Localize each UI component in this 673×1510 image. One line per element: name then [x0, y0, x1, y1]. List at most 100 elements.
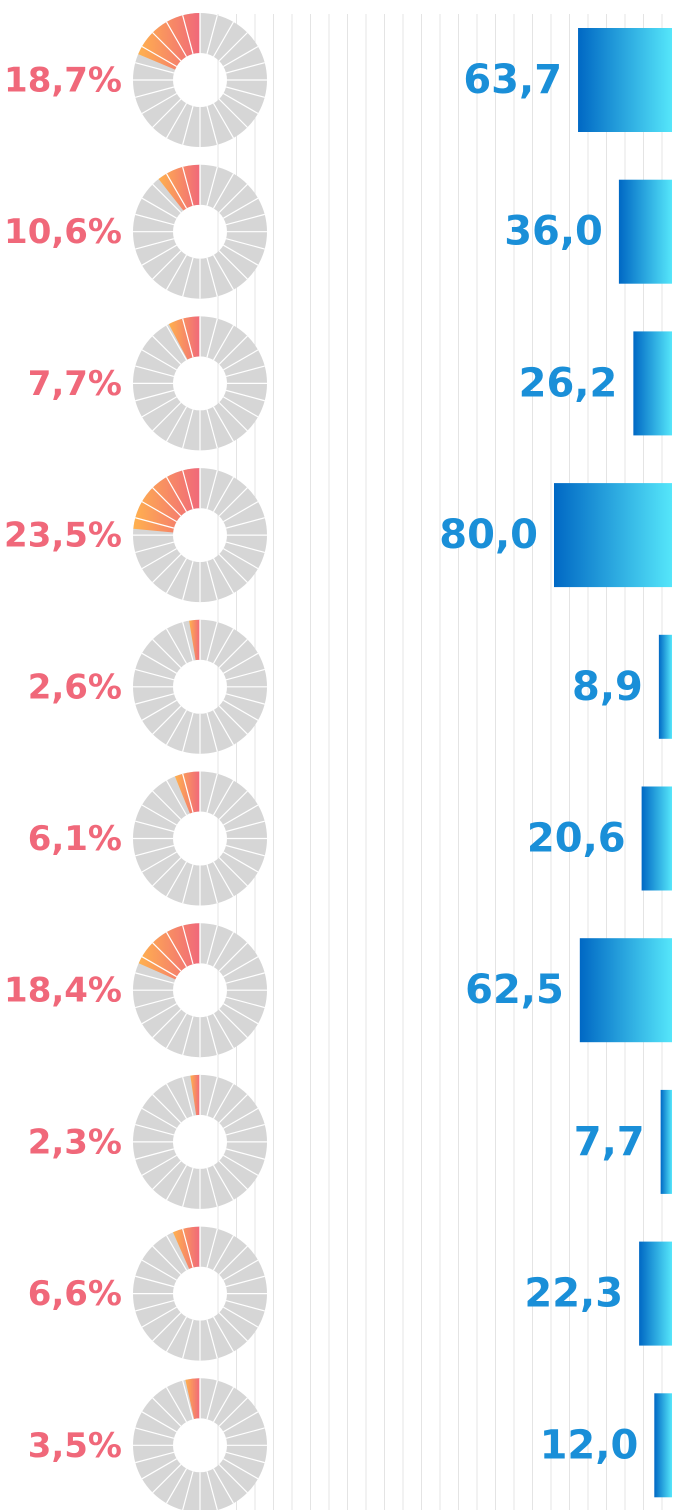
donut-divider [225, 668, 265, 681]
donut-segment [226, 972, 267, 991]
donut-divider [141, 1458, 177, 1480]
percent-label: 2,6% [28, 667, 122, 707]
donut-divider [152, 790, 182, 820]
donut-divider [206, 621, 218, 661]
donut-divider [223, 45, 259, 68]
donut-divider [182, 1016, 194, 1056]
donut-segment [135, 390, 177, 417]
donut-divider [212, 1386, 235, 1423]
donut-divider [223, 197, 259, 219]
donut-divider [152, 942, 182, 972]
donut-divider [152, 335, 182, 365]
value-label: 26,2 [519, 360, 618, 406]
donut-segment [135, 1260, 177, 1287]
donut-segment [200, 164, 218, 206]
donut-divider [206, 470, 218, 510]
donut-divider [218, 1463, 248, 1494]
donut-segment [226, 1124, 267, 1142]
donut-divider [135, 996, 175, 1009]
donut-divider [223, 1306, 259, 1328]
value-label: 63,7 [463, 57, 562, 103]
donut-divider [223, 244, 259, 266]
donut-segment [135, 238, 177, 266]
donut-segment [133, 62, 174, 80]
donut-divider [165, 1468, 188, 1504]
donut-segment [219, 1094, 259, 1129]
donut-segment [206, 470, 234, 512]
value-label: 80,0 [439, 512, 538, 558]
donut-segment [219, 1397, 259, 1432]
donut-divider [165, 1013, 188, 1049]
donut-divider [206, 409, 218, 449]
donut-divider [225, 86, 265, 98]
donut-divider [135, 1427, 175, 1439]
donut-divider [206, 1167, 218, 1207]
percent-label: 7,7% [28, 364, 122, 404]
donut-segment [141, 700, 181, 735]
donut-divider [135, 86, 175, 98]
donut-divider [135, 517, 175, 529]
donut-segment [166, 710, 194, 752]
donut-divider [218, 638, 248, 669]
donut-divider [152, 1094, 182, 1124]
donut-segment [223, 805, 265, 832]
donut-divider [212, 558, 235, 594]
donut-divider [135, 1451, 175, 1464]
donut-segment [133, 231, 174, 250]
donut-segment [219, 184, 259, 219]
donut-divider [141, 501, 177, 523]
donut-divider [218, 1008, 248, 1039]
donut-divider [206, 15, 218, 55]
donut-segment [213, 857, 248, 897]
donut-divider [206, 1077, 218, 1116]
donut-segment [135, 1148, 177, 1176]
donut-divider [225, 820, 265, 833]
donut-segment [133, 1141, 174, 1160]
donut-segment [135, 653, 177, 680]
donut-segment [200, 409, 218, 451]
donut-divider [165, 173, 188, 209]
donut-divider [152, 183, 182, 214]
donut-segment [133, 972, 174, 991]
donut-segment [223, 956, 265, 984]
donut-segment [206, 773, 234, 816]
donut-divider [212, 1164, 235, 1201]
donut-segment [133, 535, 174, 553]
donut-segment [226, 1445, 267, 1463]
donut-segment [206, 318, 234, 361]
donut-segment [219, 1155, 259, 1190]
donut-segment [166, 861, 194, 904]
donut-divider [182, 561, 194, 600]
donut-segment [182, 1319, 200, 1361]
donut-segment [213, 21, 248, 61]
donut-divider [182, 105, 194, 145]
donut-segment [200, 561, 218, 603]
donut-segment [135, 845, 177, 872]
donut-segment [135, 198, 177, 225]
donut-segment [200, 923, 218, 965]
donut-divider [223, 1259, 259, 1281]
donut-divider [206, 257, 218, 297]
donut-divider [152, 553, 182, 583]
donut-divider [225, 1451, 265, 1464]
donut-divider [165, 21, 188, 57]
donut-segment [219, 396, 259, 431]
donut-divider [135, 693, 175, 705]
donut-segment [141, 1003, 181, 1038]
donut-segment [166, 622, 194, 664]
donut-segment [219, 487, 259, 522]
donut-segment [141, 1458, 181, 1493]
donut-segment [200, 1167, 218, 1209]
donut-segment [213, 1083, 248, 1123]
donut-divider [206, 166, 218, 206]
donut-segment [206, 558, 234, 600]
donut-divider [165, 931, 188, 968]
donut-segment [213, 99, 248, 139]
bar [618, 179, 672, 284]
donut-segment [182, 864, 200, 906]
donut-fill [158, 164, 200, 211]
donut-divider [218, 1160, 248, 1190]
donut-divider [212, 931, 235, 968]
donut-segment [200, 1319, 218, 1361]
donut-divider [212, 406, 235, 442]
